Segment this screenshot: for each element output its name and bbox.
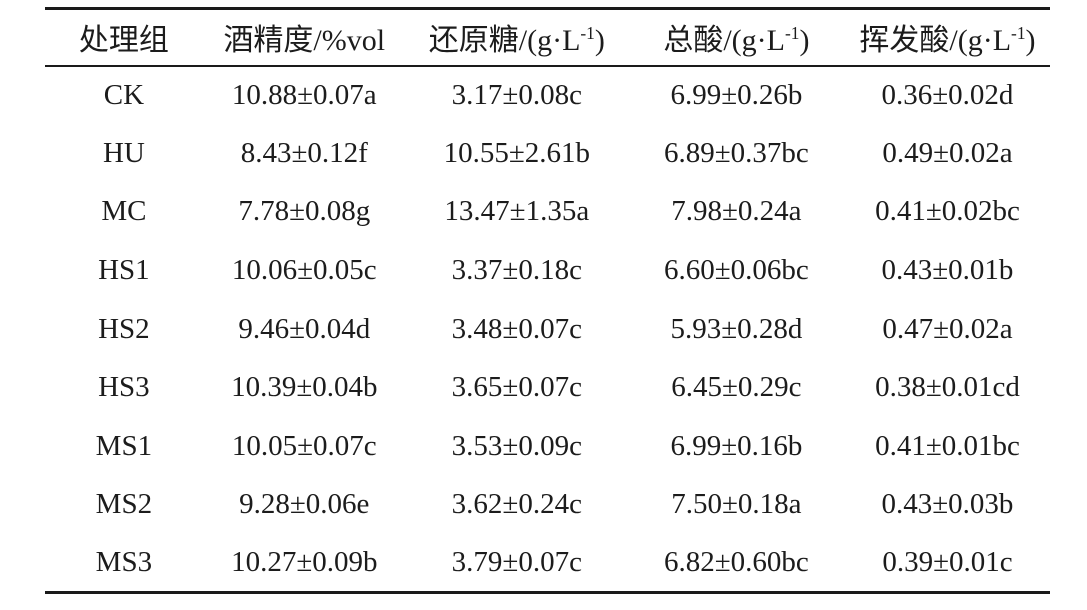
cell-alcohol: 10.27±0.09b [231,546,378,579]
column-header-alcohol-content: 酒精度/%vol [223,24,386,58]
table-row: MS3 10.27±0.09b 3.79±0.07c 6.82±0.60bc 0… [45,534,1050,593]
cell-treatment: MC [101,195,147,228]
cell-reducing-sugar: 3.65±0.07c [451,371,582,404]
cell-treatment: MS2 [95,488,153,521]
cell-alcohol: 10.06±0.05c [231,254,377,287]
cell-reducing-sugar: 3.53±0.09c [451,429,582,462]
cell-treatment: MS1 [95,429,153,462]
cell-reducing-sugar: 3.17±0.08c [451,78,582,111]
table-row: MC 7.78±0.08g 13.47±1.35a 7.98±0.24a 0.4… [45,183,1050,242]
table-row: HS1 10.06±0.05c 3.37±0.18c 6.60±0.06bc 0… [45,241,1050,300]
cell-volatile-acid: 0.38±0.01cd [875,371,1020,404]
cell-total-acid: 7.98±0.24a [671,195,802,228]
cell-treatment: HS1 [98,254,150,287]
table-row: MS2 9.28±0.06e 3.62±0.24c 7.50±0.18a 0.4… [45,476,1050,535]
cell-total-acid: 6.60±0.06bc [664,254,809,287]
table-row: MS1 10.05±0.07c 3.53±0.09c 6.99±0.16b 0.… [45,417,1050,476]
column-header-total-acid: 总酸/(g·L-1) [663,23,810,58]
cell-total-acid: 5.93±0.28d [670,312,803,345]
cell-treatment: MS3 [95,546,153,579]
cell-treatment: HS3 [98,371,150,404]
table-body: CK 10.88±0.07a 3.17±0.08c 6.99±0.26b 0.3… [45,66,1050,593]
cell-volatile-acid: 0.43±0.01b [881,254,1014,287]
cell-total-acid: 6.89±0.37bc [664,136,809,169]
cell-volatile-acid: 0.49±0.02a [882,136,1013,169]
cell-total-acid: 6.99±0.26b [670,78,803,111]
cell-volatile-acid: 0.41±0.02bc [875,195,1020,228]
cell-alcohol: 9.28±0.06e [239,488,370,521]
results-table: 处理组 酒精度/%vol 还原糖/(g·L-1) 总酸/(g·L-1) 挥发酸/… [45,7,1050,595]
cell-total-acid: 6.82±0.60bc [664,546,809,579]
cell-treatment: HU [102,136,145,169]
cell-volatile-acid: 0.41±0.01bc [875,429,1020,462]
cell-volatile-acid: 0.39±0.01c [882,546,1013,579]
cell-total-acid: 7.50±0.18a [671,488,802,521]
cell-reducing-sugar: 3.37±0.18c [451,254,582,287]
table-row: HU 8.43±0.12f 10.55±2.61b 6.89±0.37bc 0.… [45,124,1050,183]
cell-alcohol: 7.78±0.08g [238,195,371,228]
cell-treatment: CK [103,78,145,111]
cell-total-acid: 6.99±0.16b [670,429,803,462]
cell-alcohol: 8.43±0.12f [240,136,368,169]
cell-alcohol: 9.46±0.04d [238,312,371,345]
table-row: CK 10.88±0.07a 3.17±0.08c 6.99±0.26b 0.3… [45,66,1050,125]
cell-reducing-sugar: 13.47±1.35a [444,195,590,228]
cell-alcohol: 10.05±0.07c [231,429,377,462]
table-row: HS2 9.46±0.04d 3.48±0.07c 5.93±0.28d 0.4… [45,300,1050,359]
cell-alcohol: 10.88±0.07a [231,78,377,111]
cell-volatile-acid: 0.36±0.02d [881,78,1014,111]
cell-reducing-sugar: 10.55±2.61b [443,136,591,169]
cell-treatment: HS2 [98,312,150,345]
cell-reducing-sugar: 3.62±0.24c [451,488,582,521]
column-header-volatile-acid: 挥发酸/(g·L-1) [859,23,1036,58]
column-header-reducing-sugar: 还原糖/(g·L-1) [428,23,605,58]
cell-alcohol: 10.39±0.04b [231,371,378,404]
cell-reducing-sugar: 3.48±0.07c [451,312,582,345]
cell-volatile-acid: 0.47±0.02a [882,312,1013,345]
cell-total-acid: 6.45±0.29c [671,371,802,404]
cell-reducing-sugar: 3.79±0.07c [451,546,582,579]
table-row: HS3 10.39±0.04b 3.65±0.07c 6.45±0.29c 0.… [45,358,1050,417]
column-header-treatment-group: 处理组 [78,24,169,58]
table-header-row: 处理组 酒精度/%vol 还原糖/(g·L-1) 总酸/(g·L-1) 挥发酸/… [45,9,1050,66]
cell-volatile-acid: 0.43±0.03b [881,488,1014,521]
